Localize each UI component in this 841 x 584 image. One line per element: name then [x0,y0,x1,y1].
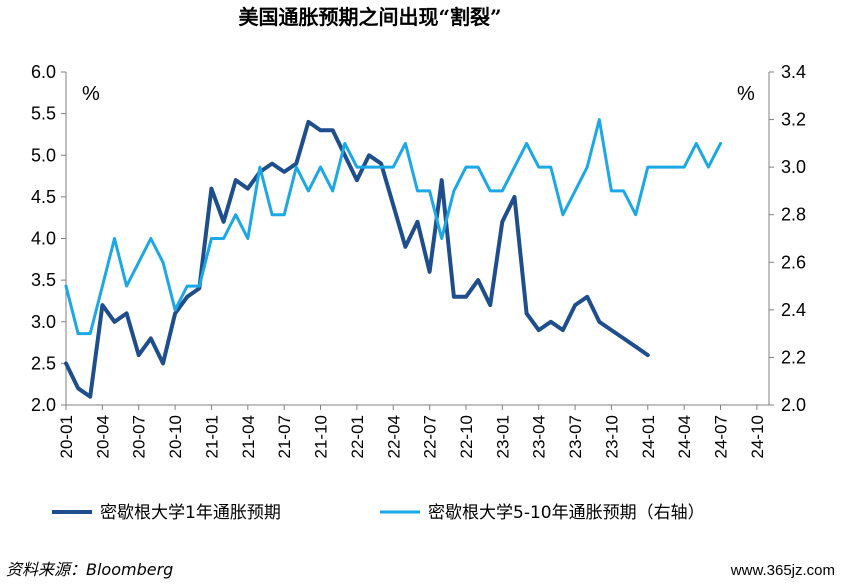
x-tick-label: 24-10 [748,415,767,458]
x-tick-label: 21-04 [239,415,258,458]
x-tick-label: 23-10 [602,415,621,458]
left-tick-label: 6.0 [31,62,56,82]
left-tick-label: 5.5 [31,104,56,124]
x-tick-label: 22-07 [421,415,440,458]
x-tick-label: 21-01 [202,415,221,458]
x-tick-label: 21-10 [312,415,331,458]
left-tick-label: 3.5 [31,270,56,290]
x-axis-ticks: 20-01 20-04 20-07 20-10 21-01 21-04 21-07 21-10… [57,405,767,458]
left-tick-label: 2.0 [31,395,56,415]
right-tick-label: 2.4 [781,300,806,320]
x-tick-label: 24-01 [639,415,658,458]
x-tick-label: 22-04 [384,415,403,458]
right-tick-label: 3.4 [781,62,806,82]
x-tick-label: 24-04 [675,415,694,458]
right-tick-label: 2.6 [781,252,806,272]
x-tick-label: 20-04 [93,415,112,458]
x-tick-label: 20-10 [166,415,185,458]
right-tick-label: 2.2 [781,347,806,367]
x-tick-label: 21-07 [275,415,294,458]
left-axis-ticks: 2.0 2.5 3.0 3.5 4.0 4.5 5.0 5.5 6.0 [31,62,66,415]
watermark: www.365jz.com [730,562,835,579]
right-tick-label: 3.2 [781,110,806,130]
series-line-5-10yr-expectation [64,118,722,336]
x-tick-label: 20-01 [57,415,76,458]
x-tick-label: 22-10 [457,415,476,458]
series-line-1yr-expectation [64,119,650,399]
x-tick-label: 22-01 [348,415,367,458]
legend-label-5-10yr: 密歇根大学5-10年通胀预期（右轴） [428,503,705,523]
right-tick-label: 2.8 [781,205,806,225]
axes [65,72,770,406]
source-note: 资料来源：Bloomberg [6,560,173,579]
x-tick-label: 23-07 [566,415,585,458]
chart-title: 美国通胀预期之间出现“割裂” [238,5,501,29]
x-tick-label: 23-04 [530,415,549,458]
right-axis-ticks: 2.0 2.2 2.4 2.6 2.8 3.0 3.2 3.4 [769,62,806,415]
left-axis-unit: % [82,83,100,105]
left-tick-label: 5.0 [31,145,56,165]
left-tick-label: 4.0 [31,229,56,249]
right-axis-unit: % [737,83,755,105]
right-tick-label: 3.0 [781,157,806,177]
x-tick-label: 24-07 [712,415,731,458]
left-tick-label: 4.5 [31,187,56,207]
right-tick-label: 2.0 [781,395,806,415]
left-tick-label: 2.5 [31,353,56,373]
x-tick-label: 23-01 [493,415,512,458]
x-tick-label: 20-07 [130,415,149,458]
legend-label-1yr: 密歇根大学1年通胀预期 [100,503,281,523]
left-tick-label: 3.0 [31,312,56,332]
legend: 密歇根大学1年通胀预期 密歇根大学5-10年通胀预期（右轴） [52,503,705,523]
